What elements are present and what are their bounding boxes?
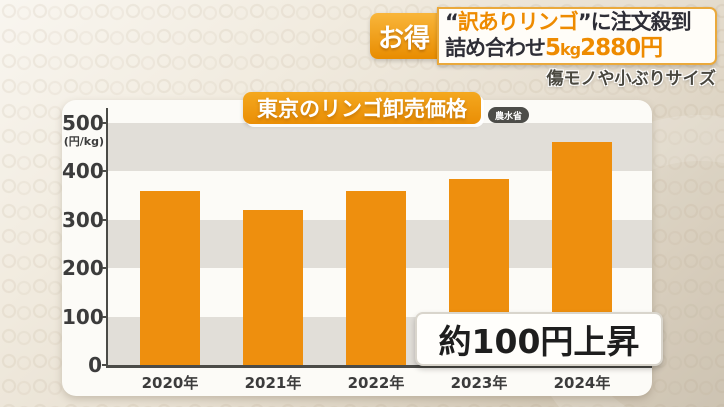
y-tick-mark <box>102 170 108 173</box>
y-tick-label: 400 <box>62 159 104 184</box>
quote-open: “ <box>445 10 459 34</box>
price-value: 2880円 <box>580 35 663 61</box>
headline-rest: に注文殺到 <box>590 10 692 34</box>
headline-box: “訳ありリンゴ”に注文殺到 詰め合わせ5kg2880円 <box>437 7 717 65</box>
y-tick-label: 100 <box>62 304 104 329</box>
quantity-unit: kg <box>560 40 581 59</box>
chart-title-badge: 東京のリンゴ卸売価格 <box>243 92 481 124</box>
y-tick-mark <box>102 267 108 270</box>
headline-line2: 詰め合わせ5kg2880円 <box>445 35 709 63</box>
headline-prefix: 詰め合わせ <box>445 36 546 60</box>
annotation-box: 約100円上昇 <box>415 312 663 366</box>
deal-badge: お得 <box>370 13 438 59</box>
y-tick-label: 300 <box>62 207 104 232</box>
x-axis-line <box>106 365 652 368</box>
y-tick-label: 0 <box>88 353 102 377</box>
headline-highlight: 訳ありリンゴ <box>457 10 579 34</box>
x-tick-label: 2020年 <box>141 374 199 392</box>
bar-2022年 <box>346 190 406 365</box>
y-tick-mark <box>102 218 108 221</box>
y-tick-label: 500 <box>62 111 104 135</box>
quote-close: ” <box>577 10 592 34</box>
chart-panel: 東京のリンゴ卸売価格 農水省 0 100 200 300 400 500 (円/kg) 2… <box>62 92 663 396</box>
y-axis-line <box>106 108 108 368</box>
x-tick-label: 2022年 <box>347 374 405 392</box>
annotation-text: 約100円上昇 <box>438 322 640 361</box>
y-axis-unit: (円/kg) <box>63 135 104 148</box>
bar-2020年 <box>140 190 200 365</box>
y-tick-mark <box>102 364 108 366</box>
deal-badge-label: お得 <box>377 23 430 54</box>
source-badge: 農水省 <box>488 107 530 123</box>
source-label: 農水省 <box>495 111 523 122</box>
x-tick-label: 2024年 <box>553 374 611 392</box>
x-tick-label: 2023年 <box>450 374 508 392</box>
chart-title: 東京のリンゴ卸売価格 <box>257 97 467 121</box>
headline-line1: “訳ありリンゴ”に注文殺到 <box>445 9 709 35</box>
y-tick-mark <box>102 315 108 318</box>
y-tick-mark <box>102 122 108 124</box>
x-tick-label: 2021年 <box>244 374 302 392</box>
bar-2021年 <box>243 210 303 365</box>
sub-caption: 傷モノや小ぶりサイズ <box>546 69 717 89</box>
y-tick-label: 200 <box>62 256 104 281</box>
quantity-value: 5 <box>545 35 561 61</box>
